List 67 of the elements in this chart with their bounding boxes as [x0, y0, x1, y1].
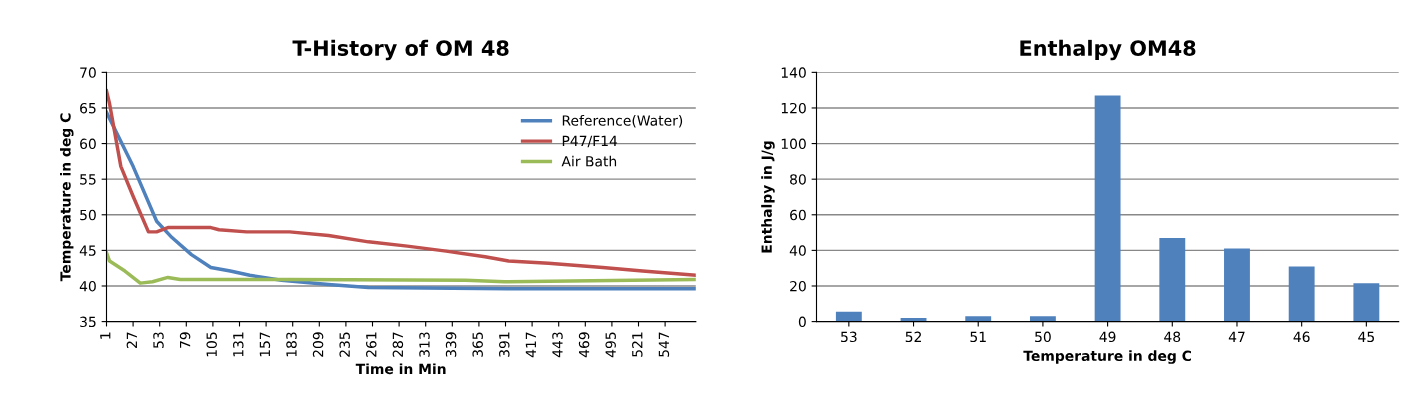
legend-label: Reference(Water) [562, 115, 683, 128]
bar [1094, 95, 1121, 322]
y-tick-label: 60 [790, 209, 806, 221]
x-tick-label: 183 [286, 332, 297, 357]
x-tick-label: 521 [632, 332, 643, 357]
x-tick-label: 53 [153, 332, 164, 348]
x-tick-label: 495 [605, 332, 616, 358]
y-tick-label: 100 [781, 138, 806, 150]
y-tick-label: 50 [80, 209, 96, 221]
x-tick-label: 365 [472, 332, 483, 357]
line-series [106, 110, 696, 291]
x-tick-label: 53 [841, 331, 857, 343]
bar [1288, 266, 1315, 322]
y-tick-label: 140 [781, 67, 806, 78]
legend-label: P47/F14 [562, 135, 618, 148]
x-tick-label: 49 [1099, 331, 1116, 343]
x-tick-label: 287 [392, 332, 404, 357]
x-tick-label: 45 [1358, 331, 1374, 343]
bar [835, 311, 862, 322]
line-series [106, 89, 696, 278]
x-tick-label: 131 [233, 332, 244, 357]
x-tick-label: 52 [905, 331, 921, 343]
x-tick-label: 339 [445, 332, 457, 357]
bar [1159, 237, 1186, 322]
y-tick-label: 120 [781, 102, 806, 114]
y-tick-label: 70 [80, 67, 96, 78]
y-tick-label: 45 [79, 245, 96, 256]
x-tick-label: 27 [126, 332, 137, 348]
y-tick-label: 40 [789, 245, 806, 256]
line-series [106, 250, 696, 285]
x-tick-label: 469 [578, 332, 590, 358]
x-tick-label: 51 [970, 331, 986, 343]
chart-title: Enthalpy OM48 [1020, 39, 1196, 61]
y-tick-label: 65 [80, 102, 96, 114]
x-axis-title: Temperature in deg C [1023, 350, 1191, 364]
x-tick-label: 547 [658, 332, 670, 357]
x-tick-label: 79 [179, 332, 191, 348]
y-tick-label: 0 [798, 316, 806, 328]
x-tick-label: 313 [419, 332, 430, 357]
y-tick-label: 20 [790, 280, 806, 292]
chart-title: T-History of OM 48 [292, 39, 509, 61]
x-tick-label: 1 [100, 332, 111, 339]
x-tick-label: 391 [499, 332, 510, 357]
legend-label: Air Bath [561, 155, 617, 167]
y-axis-title: Enthalpy in J/g [761, 141, 775, 253]
x-tick-label: 209 [312, 332, 324, 357]
x-tick-label: 157 [259, 332, 271, 357]
x-tick-label: 47 [1228, 331, 1245, 342]
y-tick-label: 55 [80, 174, 96, 185]
x-tick-label: 443 [552, 332, 563, 358]
y-tick-label: 40 [79, 280, 96, 292]
bar [1353, 283, 1380, 322]
bar [965, 316, 992, 322]
bar [1224, 248, 1250, 322]
x-tick-label: 46 [1293, 331, 1310, 343]
y-tick-label: 60 [80, 138, 96, 150]
x-axis-title: Time in Min [355, 363, 446, 375]
y-tick-label: 35 [80, 316, 96, 328]
x-tick-label: 261 [366, 332, 377, 357]
x-tick-label: 48 [1164, 331, 1181, 343]
x-tick-label: 235 [339, 332, 350, 357]
x-tick-label: 50 [1035, 331, 1051, 343]
bar [1029, 316, 1056, 322]
y-axis-title: Temperature in deg C [60, 113, 74, 282]
y-tick-label: 80 [790, 174, 806, 185]
x-tick-label: 417 [525, 332, 536, 358]
x-tick-label: 105 [206, 332, 217, 357]
